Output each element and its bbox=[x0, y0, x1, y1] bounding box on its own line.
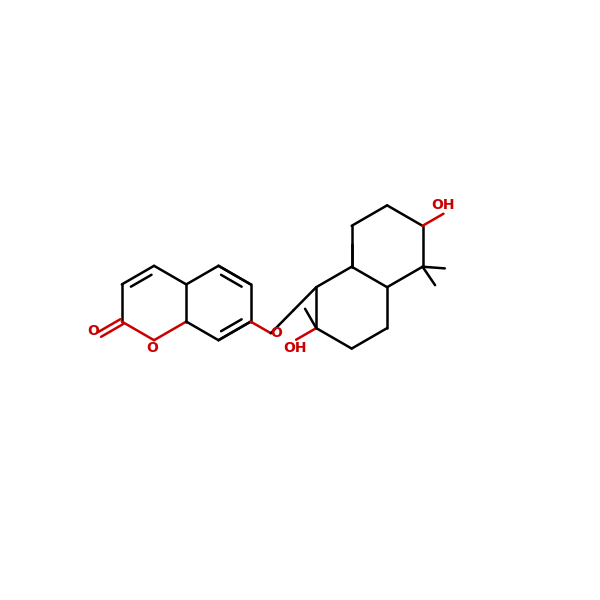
Text: OH: OH bbox=[283, 341, 307, 355]
Text: O: O bbox=[87, 323, 99, 338]
Text: O: O bbox=[271, 326, 283, 340]
Text: O: O bbox=[146, 341, 158, 355]
Text: OH: OH bbox=[432, 199, 455, 212]
